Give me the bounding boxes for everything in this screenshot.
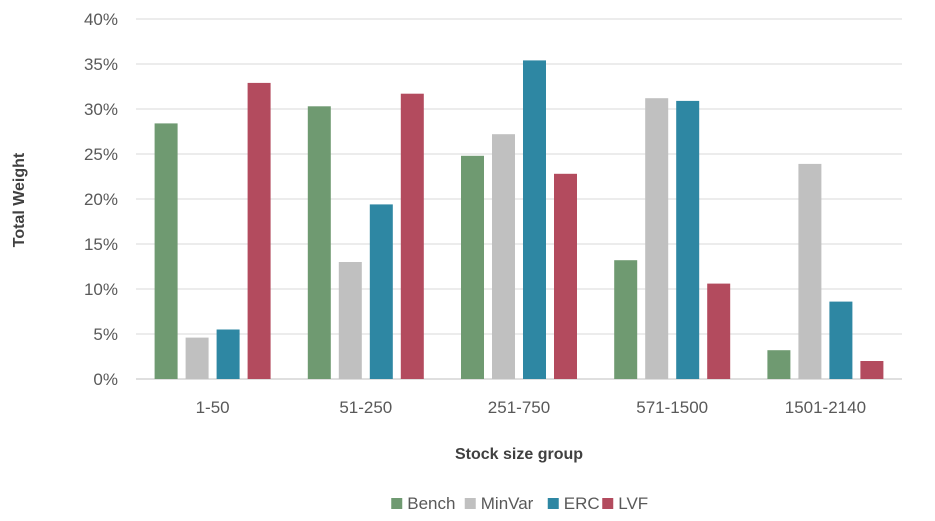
y-tick-label: 30% — [84, 100, 118, 119]
y-tick-label: 25% — [84, 145, 118, 164]
legend-label: MinVar — [481, 494, 534, 513]
bar-lvf-51-250 — [400, 93, 424, 379]
bar-lvf-1501-2140 — [860, 361, 884, 379]
legend-item-lvf: LVF — [602, 494, 648, 513]
bar-bench-1-50 — [154, 123, 178, 380]
legend-label: LVF — [618, 494, 648, 513]
bar-minvar-251-750 — [492, 134, 515, 379]
bar-erc-1501-2140 — [829, 301, 853, 379]
legend-item-minvar: MinVar — [464, 494, 534, 513]
bar-bench-1501-2140 — [767, 350, 791, 379]
legend-item-erc: ERC — [547, 494, 600, 513]
bar-lvf-571-1500 — [707, 283, 731, 379]
legend-swatch — [602, 498, 614, 509]
y-tick-labels: 0% 5% 10% 15% 20% 25% 30% 35% 40% — [84, 10, 118, 389]
x-tick-label: 251-750 — [488, 398, 550, 417]
legend-swatch — [391, 498, 403, 509]
bar-erc-1-50 — [216, 329, 240, 379]
legend-item-bench: Bench — [391, 494, 455, 513]
bar-erc-571-1500 — [676, 100, 700, 380]
legend: Bench MinVar ERC LVF — [391, 494, 648, 513]
y-tick-label: 20% — [84, 190, 118, 209]
legend-swatch — [464, 498, 476, 509]
x-axis-title: Stock size group — [455, 446, 583, 463]
x-tick-label: 571-1500 — [636, 398, 708, 417]
bar-erc-251-750 — [523, 60, 546, 380]
bar-bench-51-250 — [307, 106, 331, 380]
bars — [154, 60, 884, 380]
y-tick-label: 10% — [84, 280, 118, 299]
bar-erc-51-250 — [369, 204, 393, 379]
legend-label: ERC — [564, 494, 600, 513]
bar-minvar-571-1500 — [645, 98, 669, 379]
y-tick-label: 40% — [84, 10, 118, 29]
y-axis-title: Total Weight — [11, 152, 28, 247]
y-tick-label: 35% — [84, 55, 118, 74]
x-tick-label: 1-50 — [196, 398, 230, 417]
x-tick-label: 51-250 — [339, 398, 392, 417]
bar-minvar-1501-2140 — [798, 163, 822, 379]
legend-label: Bench — [407, 494, 455, 513]
bar-minvar-1-50 — [185, 337, 209, 379]
legend-swatch — [547, 498, 559, 509]
bar-bench-251-750 — [461, 155, 484, 379]
y-tick-label: 5% — [93, 325, 118, 344]
bar-bench-571-1500 — [614, 260, 638, 379]
y-tick-label: 15% — [84, 235, 118, 254]
y-tick-label: 0% — [93, 370, 118, 389]
bar-lvf-251-750 — [554, 173, 577, 379]
bar-minvar-51-250 — [338, 262, 362, 379]
bar-lvf-1-50 — [247, 82, 271, 380]
x-tick-labels: 1-50 51-250 251-750 571-1500 1501-2140 — [196, 398, 866, 417]
x-tick-label: 1501-2140 — [785, 398, 866, 417]
